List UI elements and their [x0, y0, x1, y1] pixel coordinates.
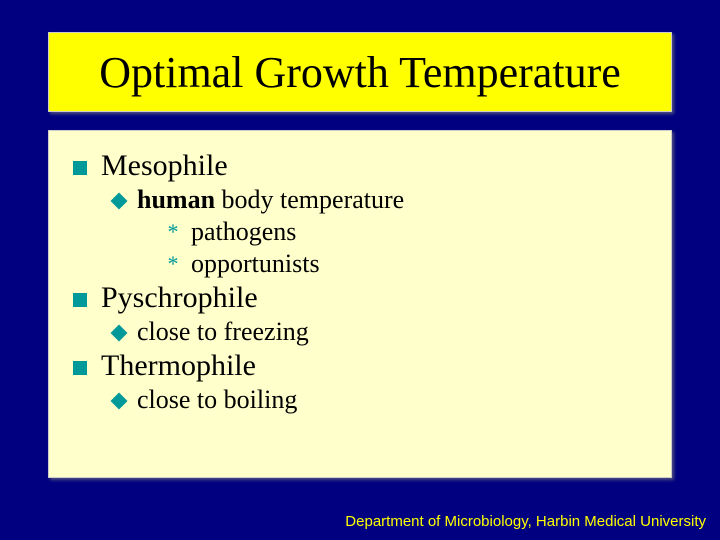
square-bullet-icon [73, 293, 87, 307]
bullet-text-opportunists: opportunists [191, 249, 320, 279]
bullet-text-mesophile: Mesophile [101, 149, 228, 183]
list-item: human body temperature [113, 185, 647, 215]
slide-title: Optimal Growth Temperature [99, 47, 621, 98]
title-box: Optimal Growth Temperature [48, 32, 672, 112]
list-item: * opportunists [165, 249, 647, 279]
diamond-bullet-icon [111, 193, 128, 210]
bullet-text-pathogens: pathogens [191, 217, 296, 247]
square-bullet-icon [73, 361, 87, 375]
diamond-bullet-icon [111, 393, 128, 410]
bullet-text-close-freezing: close to freezing [137, 317, 309, 347]
diamond-bullet-icon [111, 325, 128, 342]
bullet-text-thermophile: Thermophile [101, 349, 256, 383]
bullet-text-close-boiling: close to boiling [137, 385, 297, 415]
text-span: body temperature [215, 185, 404, 214]
asterisk-bullet-icon: * [165, 217, 181, 247]
bullet-text-human-body-temp: human body temperature [137, 185, 404, 215]
list-item: close to freezing [113, 317, 647, 347]
asterisk-bullet-icon: * [165, 249, 181, 279]
emphasis-text: human [137, 185, 215, 214]
square-bullet-icon [73, 161, 87, 175]
list-item: Thermophile [73, 349, 647, 383]
list-item: Pyschrophile [73, 281, 647, 315]
footer-text: Department of Microbiology, Harbin Medic… [345, 513, 706, 530]
content-box: Mesophile human body temperature * patho… [48, 130, 672, 478]
list-item: * pathogens [165, 217, 647, 247]
list-item: close to boiling [113, 385, 647, 415]
list-item: Mesophile [73, 149, 647, 183]
bullet-text-pyschrophile: Pyschrophile [101, 281, 258, 315]
